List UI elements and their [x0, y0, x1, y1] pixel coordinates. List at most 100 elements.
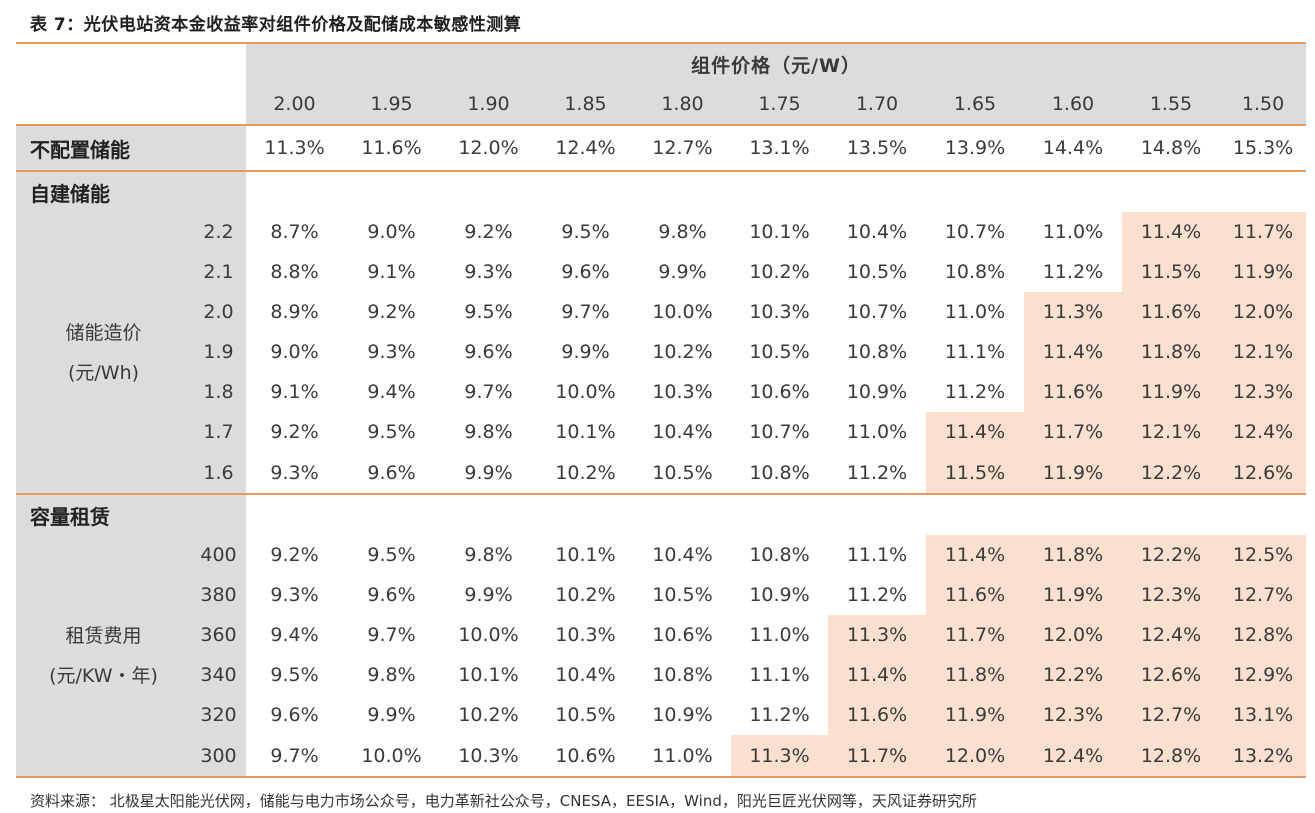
value-cell: 9.4%: [270, 624, 319, 646]
value-cell: 12.1%: [1220, 332, 1307, 372]
section-label-leasing: 容量租赁: [16, 493, 246, 535]
value-cell: 10.8%: [749, 544, 810, 566]
value-cell: 15.3%: [1220, 124, 1307, 171]
value-cell: 9.9%: [658, 261, 707, 283]
param-name-line1: 租赁费用: [65, 624, 142, 647]
value-cell: 8.8%: [270, 261, 319, 283]
value-cell: 11.2%: [846, 584, 908, 606]
value-cell: 9.6%: [367, 584, 416, 606]
value-cell: 10.3%: [749, 301, 810, 323]
value-cell: 9.3%: [367, 341, 416, 363]
value-cell: 11.0%: [846, 421, 908, 443]
value-cell: 10.3%: [555, 624, 616, 646]
value-cell: 11.3%: [828, 615, 926, 655]
price-header: 1.55: [1122, 84, 1220, 125]
value-cell: 10.9%: [846, 381, 908, 403]
value-cell: 9.8%: [464, 544, 513, 566]
value-cell: 11.0%: [652, 744, 713, 767]
value-cell: 12.8%: [1122, 735, 1220, 776]
param-value: 400: [191, 535, 246, 575]
param-name-line2: (元/Wh): [67, 361, 140, 384]
value-cell: 9.2%: [367, 301, 416, 323]
value-cell: 10.5%: [846, 261, 908, 283]
value-cell: 13.1%: [731, 124, 828, 171]
param-value: 1.6: [191, 452, 246, 494]
price-header: 1.50: [1220, 84, 1307, 125]
param-value: 360: [191, 615, 246, 655]
table-row: 1.9 9.0% 9.3% 9.6% 9.9% 10.2% 10.5% 10.8% 11.1% 1…: [16, 332, 1307, 372]
value-cell: 9.5%: [561, 221, 610, 243]
value-cell: 12.6%: [1220, 452, 1307, 494]
value-cell: 12.4%: [1024, 735, 1122, 776]
value-cell: 10.6%: [749, 381, 810, 403]
value-cell: 10.0%: [458, 624, 519, 646]
value-cell: 11.4%: [1122, 212, 1220, 252]
value-cell: 12.0%: [926, 735, 1024, 776]
value-cell: 12.5%: [1220, 535, 1307, 575]
value-cell: 9.6%: [270, 704, 319, 726]
param-name-line2: (元/KW・年): [49, 664, 158, 687]
table-row: 340 9.5% 9.8% 10.1% 10.4% 10.8% 11.1% 11.4% 11.8…: [16, 655, 1307, 695]
table-row: 360 9.4% 9.7% 10.0% 10.3% 10.6% 11.0% 11.3% 11.7…: [16, 615, 1307, 655]
param-value: 2.0: [191, 292, 246, 332]
value-cell: 8.9%: [270, 301, 319, 323]
table-row: 320 9.6% 9.9% 10.2% 10.5% 10.9% 11.2% 11.6% 11.9…: [16, 695, 1307, 735]
value-cell: 11.3%: [246, 124, 343, 171]
table-row: 1.7 9.2% 9.5% 9.8% 10.1% 10.4% 10.7% 11.0% 11.4%…: [16, 412, 1307, 452]
table-row: 380 9.3% 9.6% 9.9% 10.2% 10.5% 10.9% 11.2% 11.6%…: [16, 575, 1307, 615]
price-header: 2.00: [246, 84, 343, 125]
value-cell: 12.3%: [1122, 575, 1220, 615]
value-cell: 12.0%: [440, 124, 537, 171]
value-cell: 11.2%: [749, 704, 810, 726]
value-cell: 10.5%: [749, 341, 810, 363]
value-cell: 12.3%: [1220, 372, 1307, 412]
value-cell: 11.2%: [1042, 261, 1104, 283]
value-cell: 11.0%: [1042, 221, 1104, 243]
value-cell: 11.9%: [1024, 575, 1122, 615]
value-cell: 9.8%: [658, 221, 707, 243]
section-header-self-built: 自建储能: [16, 170, 1307, 212]
price-header: 1.70: [828, 84, 926, 125]
value-cell: 9.5%: [464, 301, 513, 323]
value-cell: 11.4%: [1024, 332, 1122, 372]
table-row-no-storage: 不配置储能 11.3% 11.6% 12.0% 12.4% 12.7% 13.1% 13.5%…: [16, 124, 1307, 171]
blank-cell: [246, 493, 1307, 535]
value-cell: 11.8%: [1122, 332, 1220, 372]
value-cell: 10.8%: [846, 341, 908, 363]
value-cell: 10.9%: [749, 584, 810, 606]
param-value: 2.2: [191, 212, 246, 252]
value-cell: 9.2%: [270, 544, 319, 566]
value-cell: 9.1%: [270, 381, 319, 403]
param-value: 300: [191, 735, 246, 776]
value-cell: 10.7%: [944, 221, 1006, 243]
value-cell: 11.1%: [846, 544, 908, 566]
value-cell: 11.3%: [1024, 292, 1122, 332]
value-cell: 11.4%: [926, 535, 1024, 575]
value-cell: 10.8%: [749, 461, 810, 484]
value-cell: 9.0%: [367, 221, 416, 243]
value-cell: 10.2%: [458, 704, 519, 726]
price-header: 1.90: [440, 84, 537, 125]
value-cell: 11.6%: [926, 575, 1024, 615]
value-cell: 10.2%: [749, 261, 810, 283]
value-cell: 14.4%: [1024, 124, 1122, 171]
price-header: 1.95: [343, 84, 440, 125]
value-cell: 12.2%: [1024, 655, 1122, 695]
value-cell: 9.8%: [367, 664, 416, 686]
value-cell: 11.3%: [731, 735, 828, 776]
value-cell: 11.7%: [1024, 412, 1122, 452]
value-cell: 9.3%: [270, 461, 319, 484]
value-cell: 12.7%: [1220, 575, 1307, 615]
price-header: 1.65: [926, 84, 1024, 125]
value-cell: 12.4%: [1122, 615, 1220, 655]
value-cell: 10.8%: [944, 261, 1006, 283]
value-cell: 9.2%: [464, 221, 513, 243]
value-cell: 9.6%: [464, 341, 513, 363]
value-cell: 9.7%: [464, 381, 513, 403]
value-cell: 13.9%: [926, 124, 1024, 171]
value-cell: 12.2%: [1122, 452, 1220, 494]
param-value: 2.1: [191, 252, 246, 292]
table-row: 300 9.7% 10.0% 10.3% 10.6% 11.0% 11.3% 11.7% 12.…: [16, 735, 1307, 776]
value-cell: 12.1%: [1122, 412, 1220, 452]
value-cell: 9.4%: [367, 381, 416, 403]
